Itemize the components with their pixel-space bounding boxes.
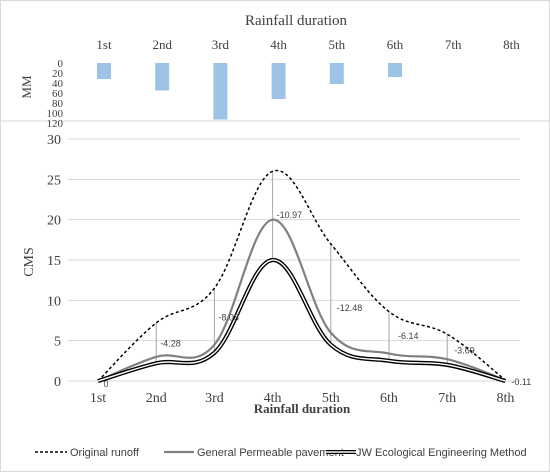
rainfall-bar: [97, 63, 111, 79]
series-line-original: [97, 169, 506, 382]
line-chart-y-tick-label: 15: [47, 254, 61, 269]
series-line-jw-inner: [97, 259, 506, 382]
bar-chart-x-tick-label: 6th: [387, 37, 404, 52]
difference-label: -4.28: [160, 338, 181, 348]
line-chart-y-tick-label: 0: [54, 375, 61, 390]
bar-chart-x-tick-label: 8th: [503, 37, 520, 52]
line-chart-y-label: CMS: [22, 247, 37, 277]
legend-label-jw: JW Ecological Engineering Method: [356, 447, 527, 459]
difference-label: -6.14: [398, 331, 419, 341]
line-chart-y-tick-label: 20: [47, 214, 61, 229]
bar-chart-y-tick-label: 60: [52, 88, 64, 100]
bar-chart-title: Rainfall duration: [245, 13, 348, 29]
bar-chart-y-tick-label: 120: [47, 118, 64, 130]
difference-label: -0.11: [511, 377, 531, 387]
difference-label: -3.69: [454, 346, 475, 356]
bar-chart-y-tick-label: 0: [58, 58, 64, 70]
line-chart-x-tick-label: 7th: [438, 391, 456, 406]
line-chart-x-tick-label: 1st: [90, 391, 106, 406]
rainfall-bar: [213, 63, 228, 120]
bar-chart-x-tick-label: 7th: [445, 37, 462, 52]
difference-label: -10.97: [277, 210, 303, 220]
difference-label: 0: [103, 379, 108, 389]
bar-chart-x-tick-label: 2nd: [152, 37, 172, 52]
difference-label: -12.48: [337, 303, 363, 313]
line-chart-y-tick-label: 25: [47, 173, 61, 188]
line-chart-y-tick-label: 30: [47, 133, 61, 148]
line-chart-x-label: Rainfall duration: [254, 401, 351, 416]
bar-chart-y-tick-label: 40: [52, 78, 64, 90]
line-chart-x-tick-label: 3rd: [205, 391, 224, 406]
line-chart-x-tick-label: 4th: [264, 391, 282, 406]
bar-chart-y-tick-label: 100: [47, 108, 64, 120]
rainfall-bar: [329, 63, 344, 84]
rainfall-bar: [271, 63, 286, 99]
bar-chart-x-tick-label: 4th: [270, 37, 287, 52]
bar-chart-y-label: MM: [19, 75, 34, 99]
line-chart-x-tick-label: 6th: [380, 391, 398, 406]
line-chart-x-tick-label: 8th: [496, 391, 514, 406]
rainfall-bar: [155, 63, 170, 91]
bar-chart-y-tick-label: 20: [52, 68, 64, 80]
bar-chart-x-tick-label: 5th: [328, 37, 345, 52]
line-chart-y-tick-label: 10: [47, 294, 61, 309]
bar-chart-y-tick-label: 80: [52, 98, 64, 110]
legend-label-permeable: General Permeable pavement: [197, 447, 344, 459]
rainfall-bar: [388, 63, 402, 77]
difference-label: -8.08: [218, 313, 239, 323]
line-chart-x-tick-label: 5th: [322, 391, 340, 406]
line-chart-x-tick-label: 2nd: [146, 391, 167, 406]
bar-chart-x-tick-label: 3rd: [212, 37, 230, 52]
legend: Original runoff General Permeable paveme…: [35, 447, 527, 459]
bar-chart-x-tick-label: 1st: [96, 37, 112, 52]
line-chart-y-tick-label: 5: [54, 335, 61, 350]
series-line-permeable: [97, 218, 506, 383]
legend-label-original: Original runoff: [70, 447, 140, 459]
